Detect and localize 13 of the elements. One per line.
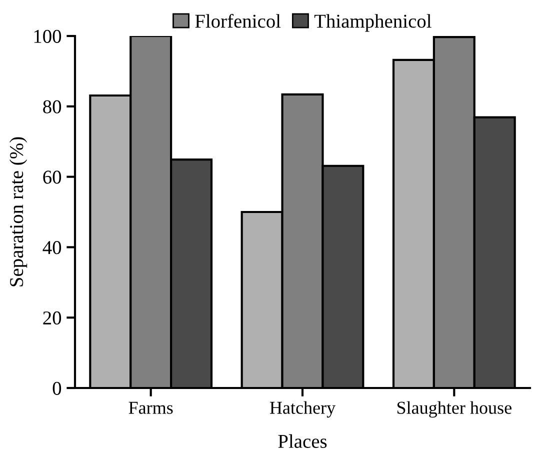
y-tick-label: 0 [52, 382, 62, 395]
y-tick-label: 80 [43, 100, 62, 114]
x-axis-title: Places [278, 434, 327, 448]
legend-label: Florfenicol [195, 14, 281, 28]
x-tick-label: Farms [128, 402, 173, 414]
x-tick-label: Hatchery [270, 401, 336, 418]
legend-label: Thiamphenicol [314, 14, 432, 32]
x-tick-label: Slaughter house [397, 401, 512, 418]
y-axis-title: Separation rate (%) [9, 137, 28, 286]
y-tick-label: 40 [42, 241, 62, 254]
y-tick-label: 20 [43, 311, 62, 325]
y-tick-label: 60 [43, 170, 62, 184]
y-tick-label: 100 [34, 30, 62, 43]
